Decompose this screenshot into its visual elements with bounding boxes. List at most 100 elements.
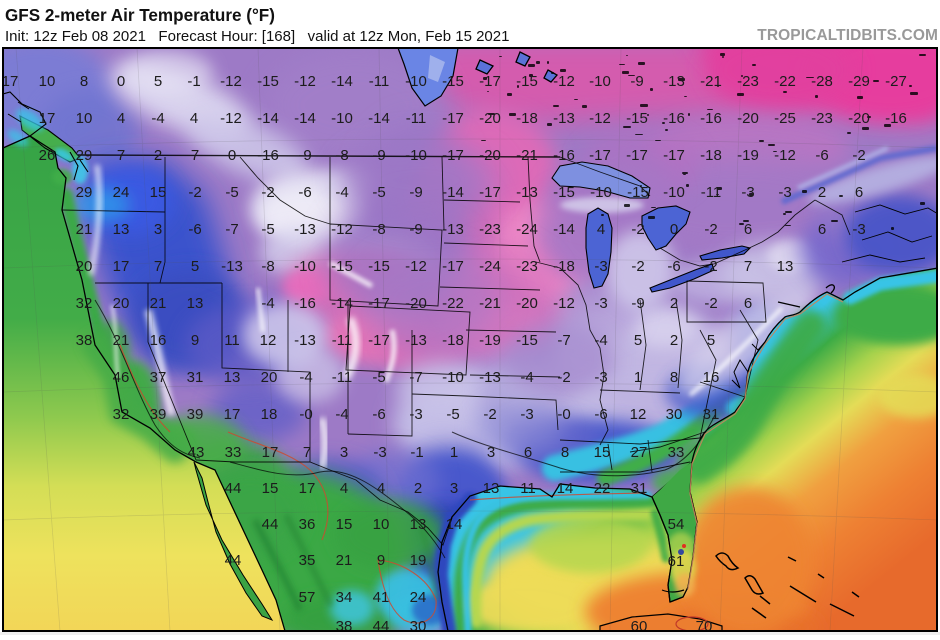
svg-text:5: 5 [154,73,162,90]
svg-text:-3: -3 [852,221,865,238]
svg-text:-14: -14 [442,184,464,201]
svg-text:-2: -2 [557,369,570,386]
svg-text:-15: -15 [442,73,464,90]
svg-text:-12: -12 [774,147,796,164]
svg-text:-11: -11 [406,110,427,127]
svg-text:33: 33 [668,444,685,461]
svg-text:-14: -14 [294,110,316,127]
svg-text:-4: -4 [261,295,274,312]
svg-text:32: 32 [113,406,130,423]
svg-text:70: 70 [696,618,713,635]
svg-text:0: 0 [228,147,236,164]
svg-text:-1: -1 [410,444,423,461]
svg-text:-8: -8 [372,221,385,238]
svg-text:30: 30 [666,406,683,423]
svg-text:-17: -17 [663,147,685,164]
svg-text:-13: -13 [405,332,427,349]
svg-text:-13: -13 [479,369,501,386]
svg-text:-12: -12 [294,73,316,90]
svg-text:60: 60 [631,618,648,635]
svg-text:-6: -6 [372,406,385,423]
svg-text:-2: -2 [704,295,717,312]
svg-text:-24: -24 [516,221,538,238]
svg-text:12: 12 [260,332,277,349]
svg-text:-16: -16 [663,110,685,127]
svg-text:36: 36 [299,516,316,533]
svg-text:14: 14 [446,516,463,533]
svg-text:-3: -3 [741,184,754,201]
svg-text:6: 6 [818,221,826,238]
svg-text:0: 0 [117,73,125,90]
svg-text:-3: -3 [778,184,791,201]
svg-text:24: 24 [113,184,130,201]
svg-text:-12: -12 [331,221,353,238]
svg-text:-18: -18 [700,147,722,164]
svg-text:18: 18 [261,406,278,423]
svg-text:8: 8 [561,444,569,461]
svg-text:16: 16 [703,369,720,386]
svg-text:2: 2 [414,480,422,497]
svg-text:13: 13 [187,295,204,312]
svg-text:-25: -25 [774,110,796,127]
svg-text:-5: -5 [372,184,385,201]
svg-text:41: 41 [373,589,390,606]
svg-text:-6: -6 [594,406,607,423]
svg-text:-3: -3 [409,406,422,423]
svg-text:61: 61 [668,553,685,570]
svg-text:-2: -2 [704,221,717,238]
svg-text:GFS 2-meter Air Temperature (°: GFS 2-meter Air Temperature (°F) [5,6,275,25]
svg-text:15: 15 [150,184,167,201]
svg-text:-13: -13 [294,221,316,238]
svg-text:-10: -10 [405,73,427,90]
svg-text:44: 44 [225,480,242,497]
svg-text:-13: -13 [516,184,538,201]
svg-text:38: 38 [76,332,93,349]
svg-text:9: 9 [191,332,199,349]
svg-text:17: 17 [262,444,279,461]
svg-text:-6: -6 [667,258,680,275]
svg-text:20: 20 [76,258,93,275]
svg-text:54: 54 [668,516,685,533]
svg-text:-3: -3 [594,295,607,312]
svg-text:-13: -13 [442,221,464,238]
svg-text:7: 7 [117,147,125,164]
svg-text:-5: -5 [372,369,385,386]
svg-text:-3: -3 [373,444,386,461]
svg-text:39: 39 [187,406,204,423]
svg-text:-20: -20 [848,110,870,127]
svg-text:37: 37 [150,369,167,386]
svg-text:6: 6 [744,295,752,312]
svg-text:-2: -2 [631,221,644,238]
svg-text:-17: -17 [479,73,501,90]
svg-text:-7: -7 [557,332,570,349]
svg-text:-7: -7 [225,221,238,238]
svg-text:13: 13 [224,369,241,386]
svg-text:11: 11 [520,480,536,497]
svg-text:-16: -16 [553,147,575,164]
svg-text:-11: -11 [369,73,390,90]
svg-text:6: 6 [744,221,752,238]
svg-text:-23: -23 [737,73,759,90]
svg-text:-23: -23 [479,221,501,238]
svg-text:TROPICALTIDBITS.COM: TROPICALTIDBITS.COM [757,27,938,44]
svg-text:-21: -21 [700,73,722,90]
svg-text:-0: -0 [299,406,312,423]
svg-text:-13: -13 [294,332,316,349]
svg-text:-4: -4 [594,332,607,349]
svg-text:-17: -17 [368,295,390,312]
svg-text:-17: -17 [442,258,464,275]
svg-text:4: 4 [340,480,348,497]
svg-text:-4: -4 [335,184,348,201]
svg-text:17: 17 [113,258,130,275]
svg-text:4: 4 [117,110,125,127]
svg-text:-10: -10 [331,110,353,127]
svg-text:3: 3 [340,444,348,461]
svg-text:15: 15 [336,516,353,533]
svg-text:17: 17 [2,73,19,90]
svg-text:-14: -14 [331,73,353,90]
svg-text:-6: -6 [188,221,201,238]
svg-text:-9: -9 [372,147,385,164]
svg-text:-9: -9 [409,221,422,238]
svg-text:-2: -2 [704,258,717,275]
svg-text:-8: -8 [335,147,348,164]
